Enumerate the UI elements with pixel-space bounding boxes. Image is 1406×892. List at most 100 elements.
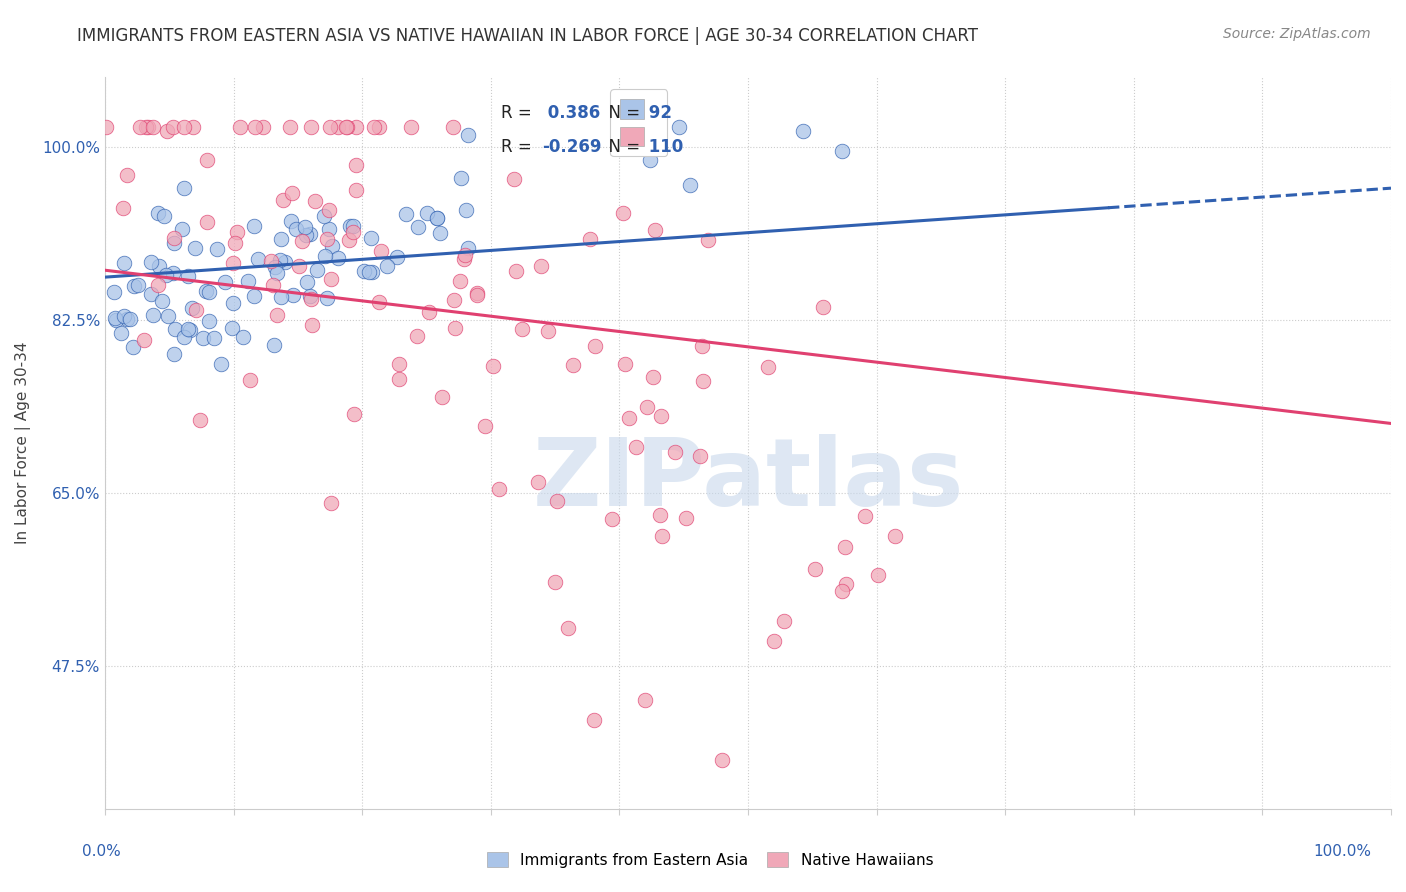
Point bbox=[146, 277, 169, 292]
Point bbox=[537, 324, 560, 338]
Point bbox=[209, 357, 232, 371]
Point bbox=[148, 259, 170, 273]
Point bbox=[562, 358, 585, 372]
Point bbox=[426, 211, 449, 226]
Point bbox=[141, 287, 163, 301]
Point bbox=[180, 301, 202, 316]
Point bbox=[246, 252, 269, 266]
Point bbox=[430, 390, 453, 404]
Point bbox=[179, 323, 201, 337]
Point bbox=[510, 322, 533, 336]
Point bbox=[454, 248, 477, 262]
Point bbox=[142, 120, 165, 134]
Point bbox=[359, 265, 381, 279]
Point bbox=[328, 120, 350, 134]
Point bbox=[319, 120, 342, 134]
Point bbox=[129, 120, 152, 134]
Point bbox=[318, 203, 340, 218]
Point bbox=[612, 206, 634, 220]
Point bbox=[288, 260, 311, 274]
Text: N =: N = bbox=[598, 103, 645, 121]
Point bbox=[544, 574, 567, 589]
Point bbox=[281, 288, 304, 302]
Point bbox=[343, 407, 366, 421]
Point bbox=[502, 172, 524, 186]
Point bbox=[285, 222, 308, 236]
Point bbox=[395, 207, 418, 221]
Point bbox=[457, 128, 479, 142]
Point bbox=[294, 220, 316, 235]
Point bbox=[482, 359, 505, 373]
Point bbox=[122, 340, 145, 354]
Point bbox=[298, 227, 321, 241]
Point bbox=[339, 219, 361, 234]
Point bbox=[406, 329, 429, 343]
Point bbox=[530, 259, 553, 273]
Point bbox=[443, 293, 465, 307]
Point bbox=[270, 231, 292, 245]
Point bbox=[195, 153, 218, 167]
Point bbox=[634, 693, 657, 707]
Point bbox=[835, 576, 858, 591]
Point bbox=[638, 153, 661, 167]
Point bbox=[202, 331, 225, 345]
Point bbox=[157, 309, 180, 323]
Point bbox=[162, 347, 184, 361]
Point bbox=[177, 322, 200, 336]
Point bbox=[453, 252, 475, 267]
Point bbox=[307, 263, 329, 277]
Point bbox=[368, 295, 391, 310]
Point bbox=[831, 144, 853, 158]
Point bbox=[263, 260, 285, 274]
Point bbox=[236, 274, 259, 288]
Point bbox=[546, 494, 568, 508]
Point bbox=[557, 621, 579, 635]
Point bbox=[280, 186, 302, 201]
Point bbox=[831, 584, 853, 599]
Point bbox=[613, 357, 636, 371]
Point bbox=[110, 326, 132, 340]
Point bbox=[122, 279, 145, 293]
Text: N =: N = bbox=[598, 138, 645, 156]
Point bbox=[444, 321, 467, 335]
Point bbox=[361, 265, 384, 279]
Point bbox=[229, 120, 252, 134]
Point bbox=[415, 205, 437, 219]
Point bbox=[150, 293, 173, 308]
Point bbox=[624, 441, 647, 455]
Point bbox=[118, 312, 141, 326]
Point bbox=[141, 255, 163, 269]
Point bbox=[270, 290, 292, 304]
Point bbox=[194, 284, 217, 298]
Point bbox=[266, 266, 288, 280]
Point bbox=[291, 234, 314, 248]
Point bbox=[224, 236, 246, 251]
Point bbox=[163, 230, 186, 244]
Point bbox=[353, 264, 375, 278]
Point bbox=[692, 374, 714, 388]
Text: -0.269: -0.269 bbox=[543, 138, 602, 156]
Point bbox=[314, 210, 336, 224]
Point bbox=[342, 225, 364, 239]
Point bbox=[225, 226, 247, 240]
Point bbox=[273, 193, 295, 207]
Point bbox=[803, 561, 825, 575]
Point bbox=[243, 289, 266, 303]
Point bbox=[429, 226, 451, 240]
Point bbox=[868, 568, 890, 582]
Point bbox=[619, 411, 641, 425]
Text: Source: ZipAtlas.com: Source: ZipAtlas.com bbox=[1223, 27, 1371, 41]
Point bbox=[582, 713, 605, 727]
Text: ZIPatlas: ZIPatlas bbox=[533, 434, 963, 525]
Point bbox=[650, 508, 672, 523]
Point bbox=[152, 209, 174, 223]
Point bbox=[335, 120, 357, 134]
Point bbox=[583, 339, 606, 353]
Point bbox=[602, 511, 624, 525]
Point bbox=[456, 203, 478, 218]
Point bbox=[526, 475, 548, 489]
Point bbox=[304, 194, 326, 208]
Point bbox=[170, 222, 193, 236]
Point bbox=[321, 496, 343, 510]
Point bbox=[344, 183, 367, 197]
